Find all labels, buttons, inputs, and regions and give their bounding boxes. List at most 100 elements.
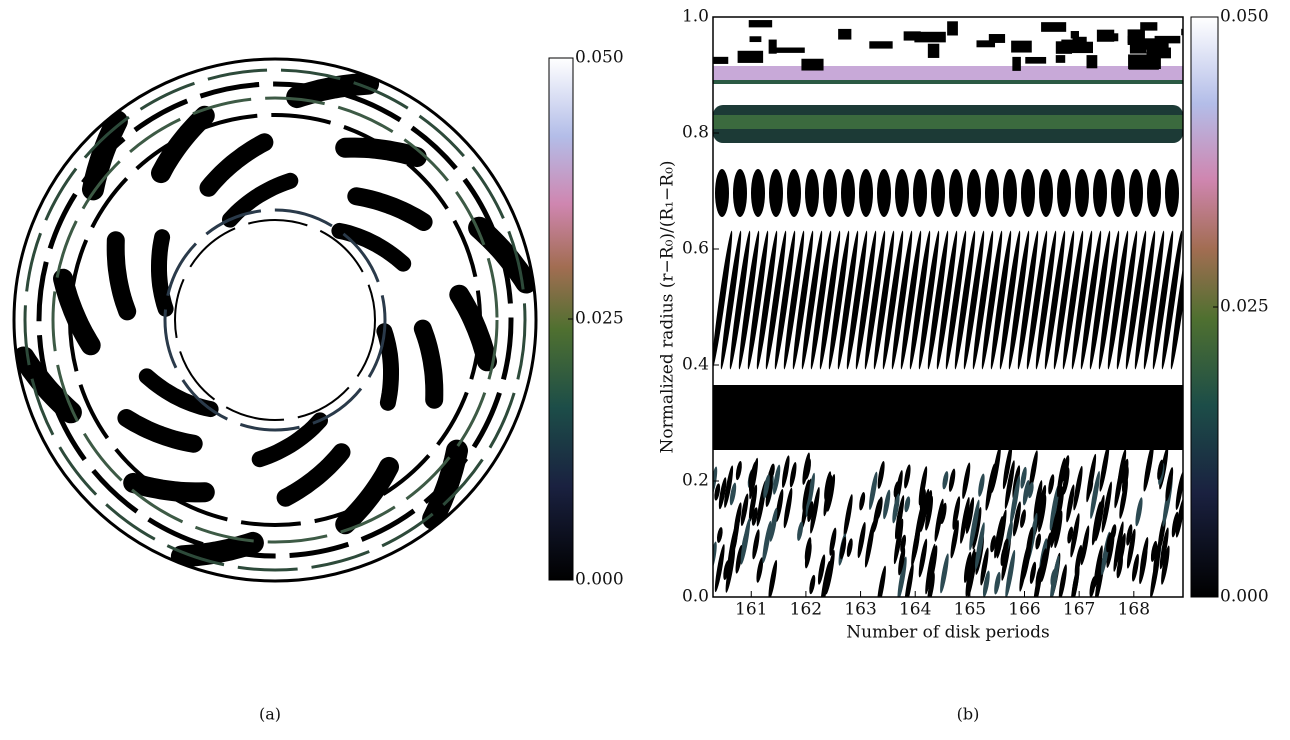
streak [1089,230,1111,370]
streak [1048,474,1055,495]
streak [1107,230,1129,370]
spiral-arm [199,133,274,197]
blob [1181,28,1183,36]
streak [714,544,725,593]
lobe [715,169,729,217]
streak [1026,230,1048,370]
streak [869,471,878,510]
colorbar-tick-label: 0.000 [1220,587,1269,607]
streak [877,460,885,489]
streak [1143,230,1165,370]
x-tick-label: 163 [844,600,876,620]
blob [1129,42,1147,54]
blob [801,58,824,71]
blob [1146,47,1171,59]
streak [864,230,886,370]
streak [859,492,866,511]
blob [1041,22,1067,32]
streak [846,230,868,370]
streak [774,230,796,370]
streak [936,230,958,370]
streak [729,482,737,506]
streak [1106,532,1113,553]
streak [1125,230,1147,370]
band [713,385,1183,450]
streak [883,489,891,520]
streak [839,536,847,560]
streak [1035,533,1042,550]
blob [1086,55,1098,69]
blob [1070,31,1079,39]
streak [985,463,996,511]
blob [914,31,946,43]
streak [781,455,790,488]
streak [950,519,959,559]
streak [1066,484,1075,523]
streak [720,230,742,370]
streak [837,230,859,370]
streak [972,230,994,370]
y-tick-label: 0.6 [682,239,709,259]
streak [1098,230,1120,370]
streak [804,537,812,562]
streak [925,543,936,595]
streak [1131,553,1139,582]
blob [768,39,777,54]
streak [927,572,935,597]
streak [820,560,831,597]
streak [1171,511,1179,538]
streak [994,516,1004,559]
streak [898,546,906,576]
blob [1140,22,1158,31]
spiral-arm [151,105,215,184]
spiral-arm [251,412,328,468]
spiral-arm [449,284,497,372]
blob [1011,40,1032,53]
blob [927,43,940,58]
streak [740,517,751,565]
streak [1073,465,1083,511]
lobe [1147,169,1161,217]
streak [897,556,907,597]
streak [1150,540,1158,562]
streak [738,230,760,370]
lobe [823,169,837,217]
streak [980,547,989,586]
streak [1054,510,1063,549]
streak [982,570,990,597]
spiral-arm [276,443,351,507]
blob [737,50,764,63]
x-tick-label: 167 [1063,600,1095,620]
streak [714,483,721,501]
streak [978,473,985,497]
spiral-arm [347,187,433,231]
streak [765,478,773,507]
streak [904,496,911,513]
streak [1119,478,1128,519]
streak [999,230,1021,370]
streak [994,571,1001,595]
streak [1116,555,1123,579]
streak [927,230,949,370]
blob [1012,56,1021,71]
streak [975,522,985,570]
streak [1058,564,1067,597]
streak [1090,471,1100,519]
streak [1029,561,1037,584]
blob [903,31,921,41]
streak [877,565,886,597]
blob [1025,56,1047,64]
streak [802,479,810,512]
blob [713,56,729,64]
streak [1175,471,1183,510]
streak [1116,230,1138,370]
streak [1106,532,1115,568]
spiral-arm [53,268,101,356]
streak [1170,230,1183,370]
streak [843,494,853,538]
streak [1027,482,1034,499]
lobe [859,169,873,217]
streak [1165,467,1174,502]
streak [904,464,911,489]
streak [1157,459,1164,481]
